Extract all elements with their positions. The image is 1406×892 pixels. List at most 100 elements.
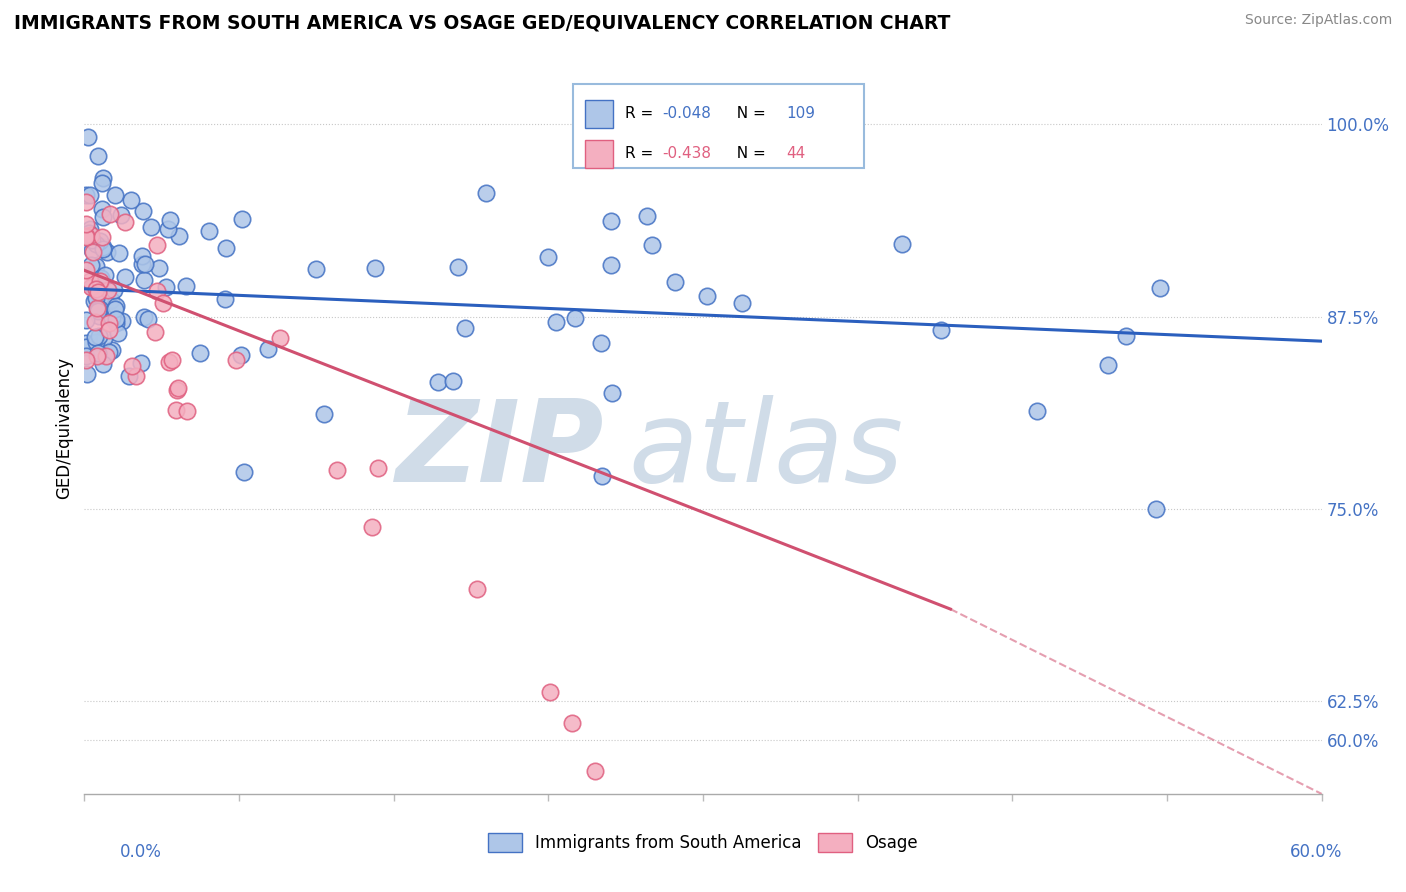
FancyBboxPatch shape <box>585 100 613 128</box>
Point <box>465 582 488 596</box>
Point <box>82 245 104 260</box>
Point <box>155 280 177 294</box>
Point <box>86 346 108 360</box>
Point <box>84 315 107 329</box>
Point <box>160 353 183 368</box>
Point <box>157 355 180 369</box>
Point <box>75 228 97 243</box>
Point <box>86 301 108 315</box>
Point <box>110 208 132 222</box>
Point <box>156 222 179 236</box>
Point <box>75 194 97 209</box>
Point <box>589 336 612 351</box>
Point <box>148 261 170 276</box>
Point <box>89 328 111 343</box>
Point <box>91 230 114 244</box>
Point <box>564 311 586 326</box>
Point <box>89 301 111 316</box>
Point <box>132 310 155 324</box>
Point <box>93 331 115 345</box>
Point <box>314 407 336 421</box>
Text: 60.0%: 60.0% <box>1291 843 1343 861</box>
Point <box>591 468 613 483</box>
Point <box>94 268 117 282</box>
Point <box>80 228 103 243</box>
Text: IMMIGRANTS FROM SOUTH AMERICA VS OSAGE GED/EQUIVALENCY CORRELATION CHART: IMMIGRANTS FROM SOUTH AMERICA VS OSAGE G… <box>14 13 950 32</box>
Point <box>215 241 238 255</box>
Point <box>75 262 97 277</box>
Point <box>176 404 198 418</box>
Text: N =: N = <box>727 146 770 161</box>
Point <box>134 257 156 271</box>
Point <box>538 685 561 699</box>
Text: -0.048: -0.048 <box>662 106 711 121</box>
Point <box>561 716 583 731</box>
Point <box>441 374 464 388</box>
Point <box>104 301 127 316</box>
Point <box>929 323 952 337</box>
Point <box>103 283 125 297</box>
Point <box>114 215 136 229</box>
Point <box>176 279 198 293</box>
Y-axis label: GED/Equivalency: GED/Equivalency <box>55 357 73 500</box>
Point <box>602 386 624 401</box>
Point <box>167 381 190 395</box>
Point <box>143 325 166 339</box>
Point <box>111 314 134 328</box>
Point <box>82 243 104 257</box>
Point <box>305 262 328 277</box>
Point <box>86 349 108 363</box>
Point <box>364 260 387 275</box>
Point <box>94 349 117 363</box>
Point <box>730 296 752 310</box>
Text: R =: R = <box>626 146 658 161</box>
Point <box>232 466 254 480</box>
Point <box>139 220 162 235</box>
Point <box>76 367 98 381</box>
Point <box>198 223 221 237</box>
Point <box>84 282 107 296</box>
Point <box>89 291 111 305</box>
Point <box>75 349 97 363</box>
Point <box>98 323 121 337</box>
Point <box>636 210 658 224</box>
Point <box>136 312 159 326</box>
Point <box>77 130 100 145</box>
Point <box>120 193 142 207</box>
Point <box>104 312 127 326</box>
Point <box>87 285 110 299</box>
Point <box>229 348 252 362</box>
Point <box>125 369 148 384</box>
Point <box>90 177 112 191</box>
Point <box>583 764 606 778</box>
Point <box>91 242 114 256</box>
Point <box>225 353 247 368</box>
Point <box>166 383 188 397</box>
Text: Source: ZipAtlas.com: Source: ZipAtlas.com <box>1244 13 1392 28</box>
Point <box>97 283 120 297</box>
Point <box>90 202 112 216</box>
Point <box>75 353 97 368</box>
Point <box>87 304 110 318</box>
Point <box>75 188 97 202</box>
Point <box>100 207 122 221</box>
Point <box>82 280 104 294</box>
Point <box>664 275 686 289</box>
Point <box>75 336 97 351</box>
Text: 109: 109 <box>786 106 815 121</box>
Point <box>107 326 129 341</box>
Point <box>696 289 718 303</box>
Point <box>75 340 97 354</box>
Point <box>79 226 101 240</box>
Point <box>1097 358 1119 372</box>
Point <box>118 368 141 383</box>
Point <box>159 213 181 227</box>
Point <box>121 359 143 373</box>
Point <box>1115 328 1137 343</box>
Point <box>91 210 114 224</box>
Point <box>86 148 108 162</box>
Point <box>98 345 121 359</box>
Point <box>114 269 136 284</box>
Point <box>107 246 129 260</box>
Point <box>93 170 115 185</box>
